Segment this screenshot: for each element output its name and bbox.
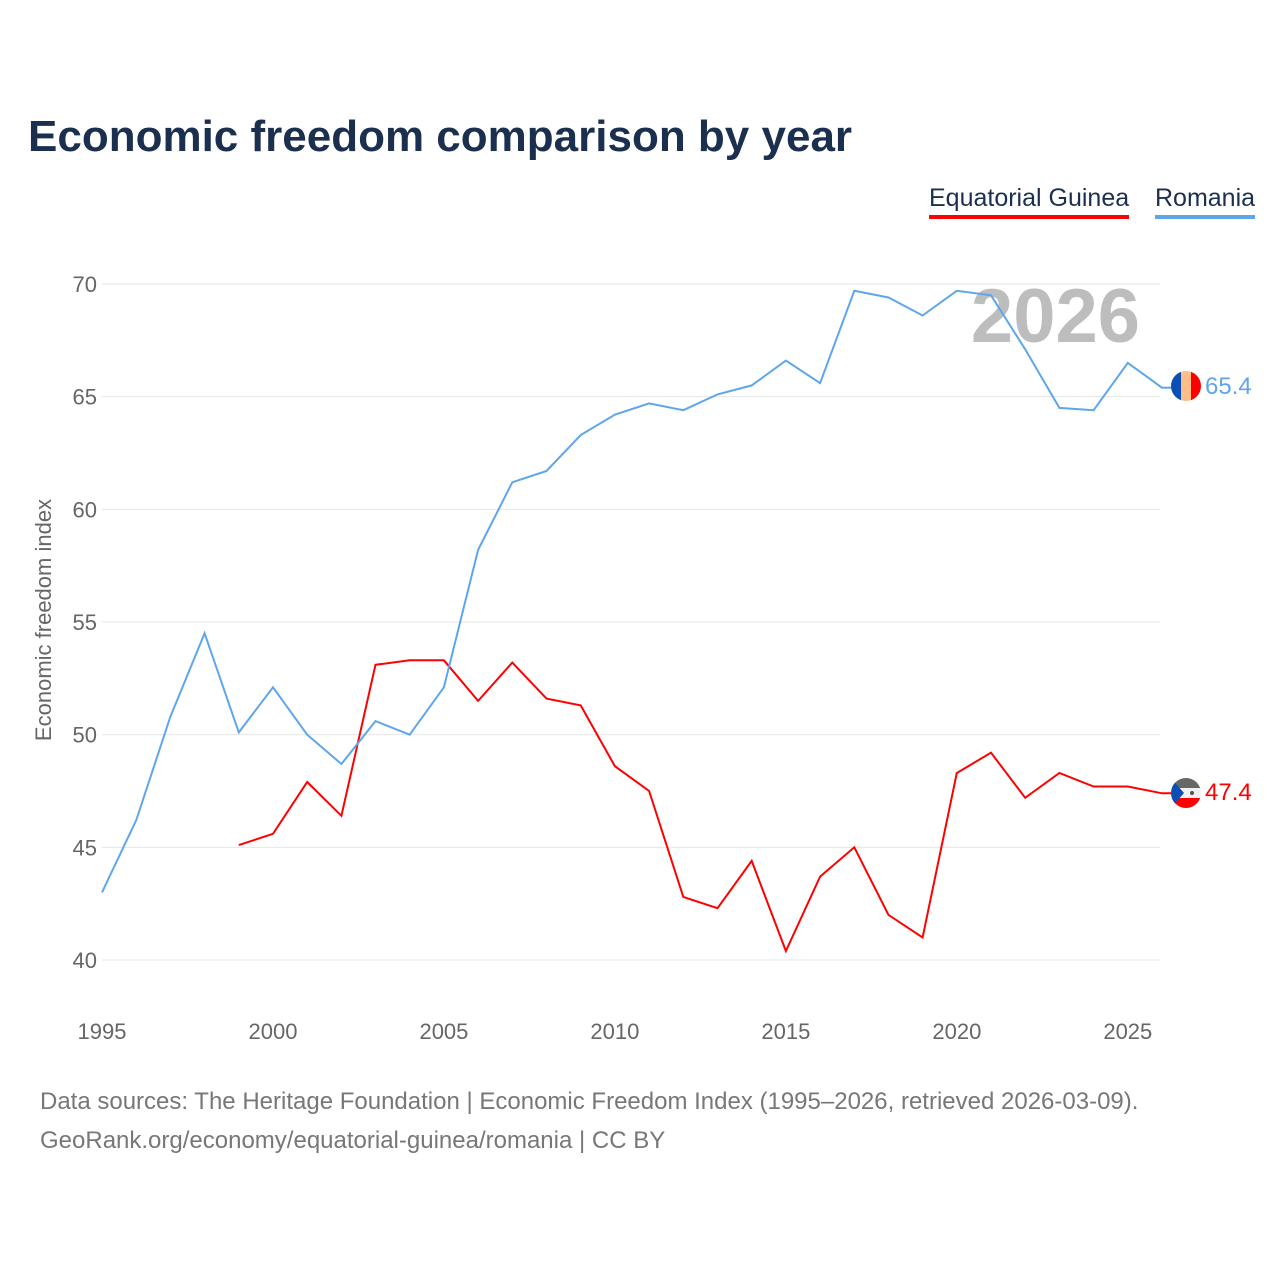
legend-romania[interactable]: Romania [1155,184,1256,219]
x-tick-label: 2020 [932,1019,981,1044]
y-tick-label: 60 [73,497,97,522]
series-line-equatorial-guinea [238,659,1173,954]
y-tick-label: 55 [73,610,97,635]
equatorial-guinea-flag-icon [1171,778,1201,808]
chart-title: Economic freedom comparison by year [28,112,853,161]
x-tick-label: 2015 [761,1019,810,1044]
x-tick-label: 2000 [248,1019,297,1044]
y-tick-label: 50 [73,723,97,748]
y-tick-label: 45 [73,835,97,860]
x-tick-label: 2005 [419,1019,468,1044]
x-tick-label: 2010 [590,1019,639,1044]
romania-flag-icon [1171,371,1201,401]
x-tick-label: 1995 [78,1019,127,1044]
legend-equatorial-guinea[interactable]: Equatorial Guinea [929,184,1130,219]
footer-sources: Data sources: The Heritage Foundation | … [40,1088,1139,1115]
romania-end-label: 65.4 [1205,373,1252,400]
y-tick-label: 65 [73,385,97,410]
x-tick-label: 2025 [1103,1019,1152,1044]
series-line-romania [101,289,1173,893]
y-tick-label: 70 [73,272,97,297]
footer-link[interactable]: GeoRank.org/economy/equatorial-guinea/ro… [40,1127,666,1154]
equatorial-guinea-end-label: 47.4 [1205,779,1252,806]
y-tick-label: 40 [73,948,97,973]
year-watermark: 2026 [971,274,1140,359]
y-axis-label: Economic freedom index [31,499,56,741]
